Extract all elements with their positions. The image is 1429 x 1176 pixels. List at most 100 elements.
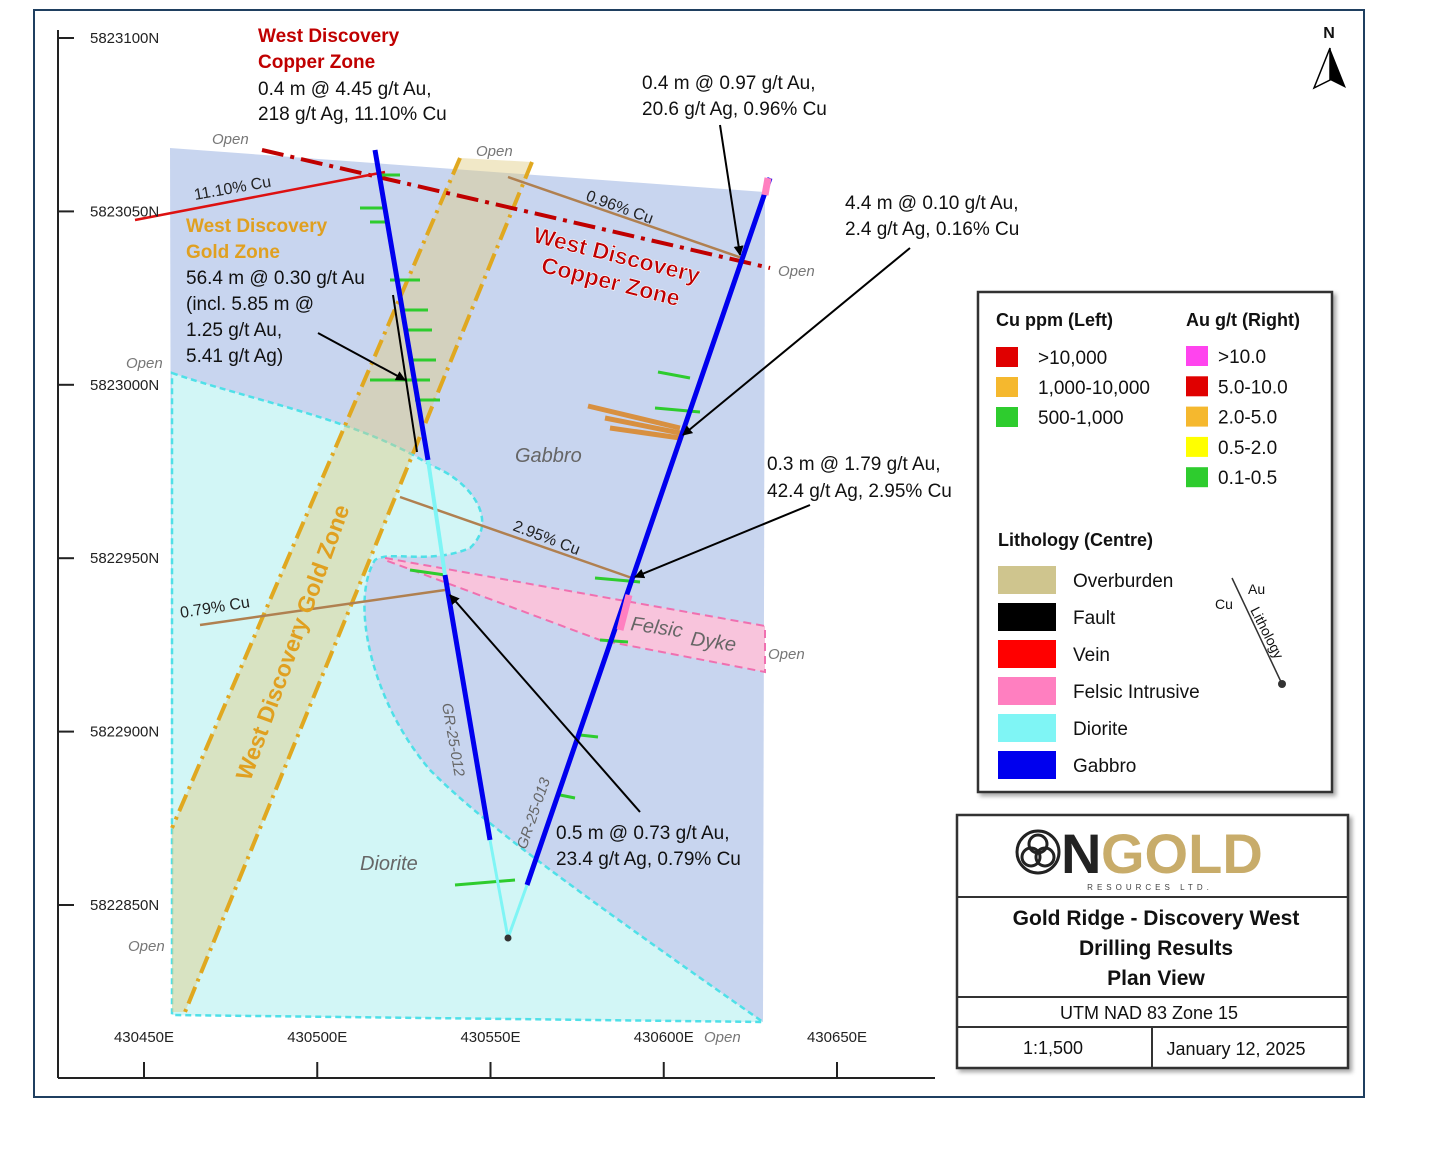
drill-hole [524,177,773,886]
legend-swatch [998,640,1056,668]
legend-swatch [996,347,1018,367]
legend-heading: Cu ppm (Left) [996,310,1113,330]
logo-icon [1015,829,1061,875]
legend-swatch [1186,436,1208,457]
callout-text: 20.6 g/t Ag, 0.96% Cu [642,99,827,120]
logo-text: N [1061,822,1101,885]
arrows [317,124,911,813]
gold-zone-band [172,158,532,1012]
legend-swatch [996,407,1018,427]
title-block-lines [957,896,1348,1068]
y-tick-label: 5823000N [90,377,159,394]
legend-heading: Au g/t (Right) [1186,310,1300,330]
callout-text: 2.4 g/t Ag, 0.16% Cu [845,219,1019,240]
scale: 1:1,500 [1023,1038,1083,1058]
legend-swatch [1186,376,1208,397]
legend-label: 1,000-10,000 [1038,378,1150,399]
x-tick-label: 430650E [807,1029,867,1046]
zone-title: Copper Zone [258,52,375,73]
hole-end [504,934,512,942]
open-label: Open [212,131,249,148]
legend-swatch [998,714,1056,742]
x-tick-label: 430500E [287,1029,347,1046]
gold-zone-edge [183,161,534,1013]
north-arrow [1330,48,1346,88]
legend-diagram-label: Au [1248,581,1265,597]
y-tick-label: 5823050N [90,203,159,220]
open-label: Open [476,143,513,160]
open-label: Open [778,263,815,280]
map-title: Drilling Results [1079,937,1233,960]
drill-hole [488,839,510,939]
map-title: Gold Ridge - Discovery West [1013,907,1300,930]
legend-label: Diorite [1073,719,1128,740]
legend-swatch [998,677,1056,705]
legend-swatch [998,603,1056,631]
open-label: Open [768,646,805,663]
x-tick-label: 430450E [114,1029,174,1046]
legend-label: 0.1-0.5 [1218,468,1277,489]
zone-title: West Discovery [186,216,328,237]
drill-hole-segment [761,177,772,196]
legend-items: >10,000 1,000-10,000 500-1,000 >10.0 5.0-10.… [996,346,1288,779]
legend-label: Overburden [1073,571,1173,592]
callout-text: 0.4 m @ 0.97 g/t Au, [642,73,816,94]
callout-text: 5.41 g/t Ag) [186,346,283,367]
callout-text: 1.25 g/t Au, [186,320,282,341]
legend-label: >10.0 [1218,347,1266,368]
logo-subtext: RESOURCES LTD. [1087,883,1213,892]
callout-text: 0.5 m @ 0.73 g/t Au, [556,823,730,844]
legend-label: Vein [1073,645,1110,666]
gold-zone-edge [170,157,462,829]
drill-hole [506,884,529,939]
legend-label: 500-1,000 [1038,408,1124,429]
x-tick-label: 430600E [634,1029,694,1046]
open-label: Open [126,355,163,372]
y-tick-label: 5822850N [90,897,159,914]
callout-text: 0.3 m @ 1.79 g/t Au, [767,454,941,475]
callout-text: 0.4 m @ 4.45 g/t Au, [258,79,432,100]
callout-text: 56.4 m @ 0.30 g/t Au [186,268,365,289]
drill-hole [372,149,431,461]
axes: 5823100N 5823050N 5823000N 5822950N 5822900N… [58,30,867,1078]
y-tick-label: 5823100N [90,30,159,47]
x-tick-label: 430550E [460,1029,520,1046]
legend-swatch [1186,346,1208,366]
callout-text: 218 g/t Ag, 11.10% Cu [258,104,447,125]
diorite-area [170,371,768,1024]
legend-diagram-label: Cu [1215,596,1233,612]
legend-label: 5.0-10.0 [1218,377,1288,398]
legend-swatch [998,566,1056,594]
y-tick-label: 5822950N [90,550,159,567]
date: January 12, 2025 [1166,1039,1305,1059]
legend-swatch [998,751,1056,779]
open-label: Open [704,1029,741,1046]
copper-zone-line [261,148,771,270]
projection: UTM NAD 83 Zone 15 [1060,1003,1238,1023]
zone-title: Gold Zone [186,242,280,263]
legend-swatch [996,377,1018,397]
drill-hole [426,459,447,576]
felsic-dyke [384,556,766,674]
map-title: Plan View [1107,967,1205,990]
legend-diagram [1231,577,1283,685]
legend-label: Fault [1073,608,1116,629]
legend-label: 0.5-2.0 [1218,438,1277,459]
logo-text: GOLD [1101,822,1263,885]
y-tick-label: 5822900N [90,724,159,741]
callout-text: 42.4 g/t Ag, 2.95% Cu [767,481,952,502]
intercept-line [199,588,446,627]
legend-label: 2.0-5.0 [1218,408,1277,429]
intercept-line [507,175,743,260]
north-label: N [1323,25,1335,42]
legend-heading: Lithology (Centre) [998,530,1153,550]
legend-swatch [1186,406,1208,427]
drill-hole-segment [616,594,633,631]
drill-hole [442,574,493,841]
legend-diagram [1278,680,1286,688]
callout-text: 4.4 m @ 0.10 g/t Au, [845,193,1019,214]
lithology-label: Gabbro [515,445,582,467]
open-label: Open [128,938,165,955]
legend-label: >10,000 [1038,348,1107,369]
